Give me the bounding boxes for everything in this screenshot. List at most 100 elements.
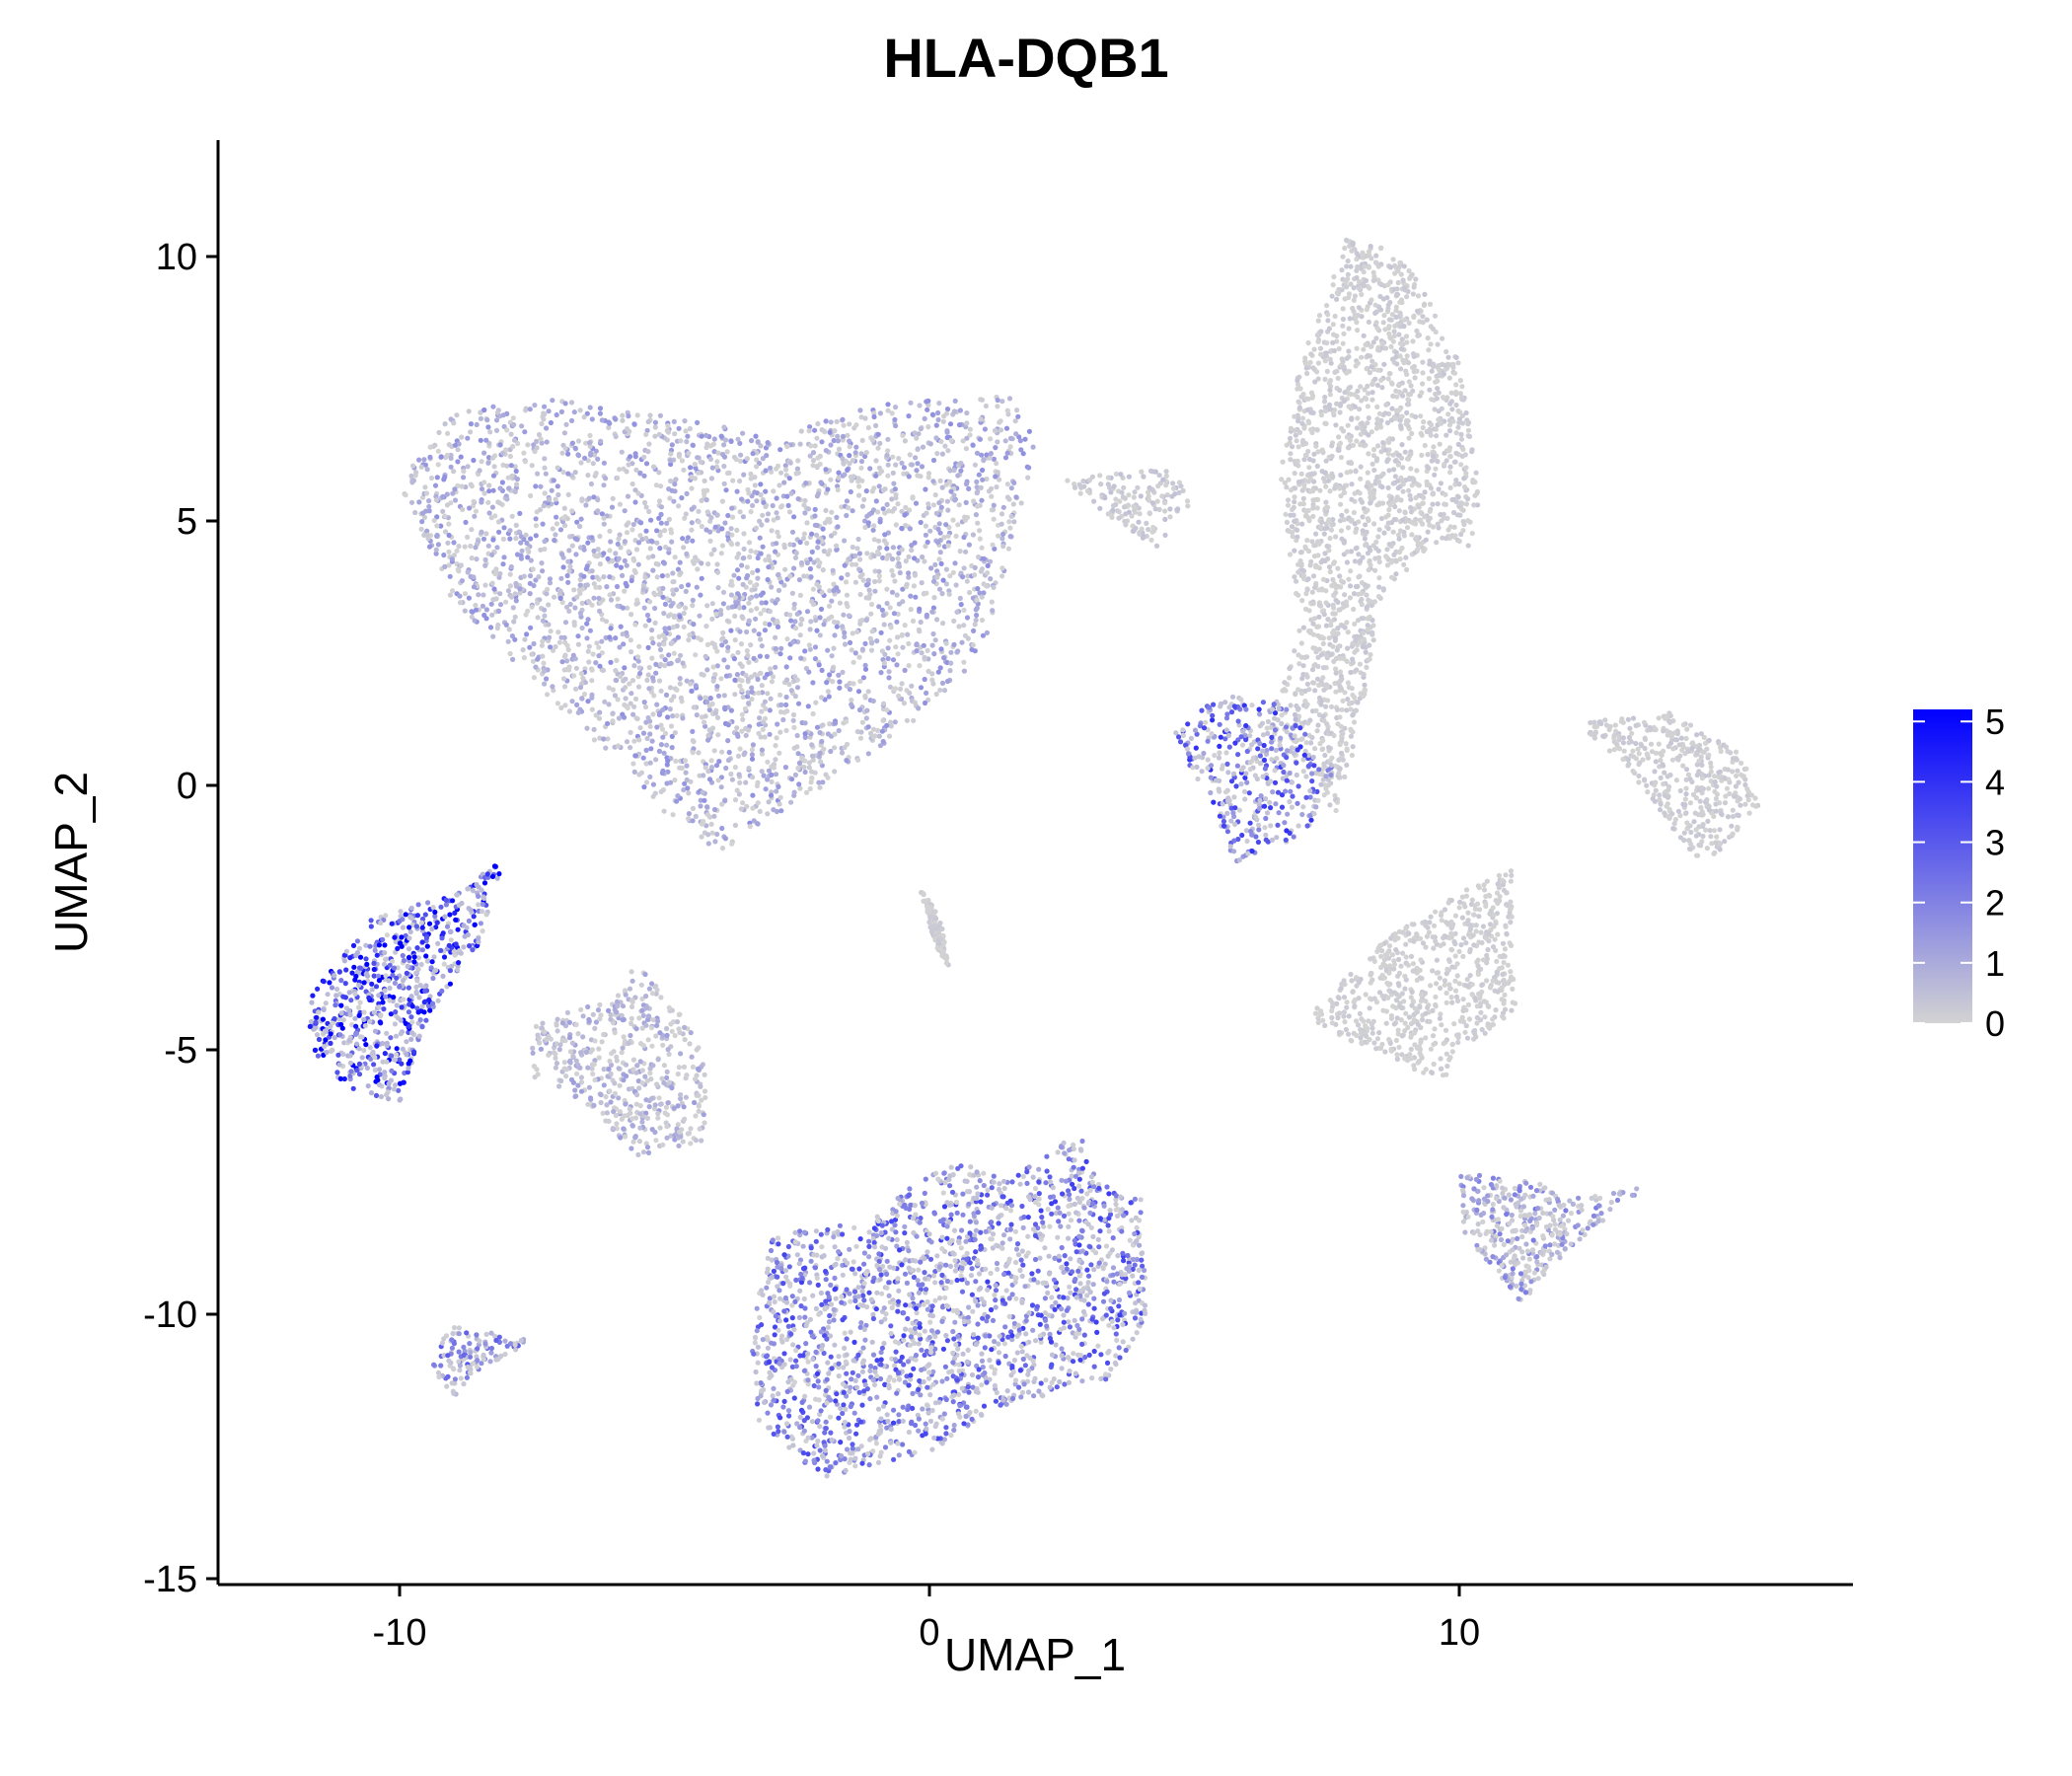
cell-point bbox=[984, 629, 991, 636]
cell-point bbox=[690, 750, 696, 756]
cell-point bbox=[1354, 251, 1360, 257]
cell-point bbox=[890, 572, 896, 578]
cell-point bbox=[959, 639, 965, 645]
cell-point bbox=[829, 509, 835, 515]
cell-point bbox=[740, 694, 746, 701]
cell-point bbox=[836, 672, 842, 678]
cell-point bbox=[711, 449, 717, 455]
cell-point bbox=[685, 785, 691, 791]
cell-point bbox=[650, 554, 656, 559]
cell-point bbox=[666, 516, 673, 523]
cell-point bbox=[794, 611, 800, 617]
cell-point bbox=[507, 453, 514, 460]
cell-point bbox=[825, 647, 831, 653]
cell-point bbox=[922, 558, 927, 564]
cell-point bbox=[1312, 746, 1318, 752]
cell-point bbox=[995, 404, 1000, 409]
cell-point bbox=[1413, 276, 1419, 282]
cell-point bbox=[569, 699, 575, 704]
cell-point bbox=[565, 579, 571, 585]
cell-point bbox=[1365, 352, 1370, 358]
cell-point bbox=[589, 535, 595, 541]
cell-point bbox=[1339, 687, 1345, 693]
cell-point bbox=[804, 559, 810, 566]
cell-point bbox=[809, 776, 815, 781]
cell-point bbox=[569, 543, 575, 549]
cell-point bbox=[615, 603, 621, 609]
cell-point bbox=[1305, 515, 1311, 521]
cell-point bbox=[1149, 529, 1155, 535]
cell-point bbox=[438, 523, 444, 529]
cell-point bbox=[527, 407, 533, 412]
cell-point bbox=[944, 429, 950, 435]
cell-point bbox=[957, 407, 964, 413]
cell-point bbox=[695, 419, 701, 425]
cell-point bbox=[705, 737, 711, 743]
cell-point bbox=[618, 674, 624, 680]
cell-point bbox=[758, 551, 764, 556]
cell-point bbox=[1353, 546, 1359, 552]
cell-point bbox=[514, 552, 521, 557]
cell-point bbox=[759, 769, 765, 775]
cell-point bbox=[1379, 385, 1385, 391]
cell-point bbox=[448, 464, 454, 470]
cell-point bbox=[479, 459, 484, 465]
cell-point bbox=[1314, 728, 1320, 734]
cell-point bbox=[795, 751, 801, 757]
cell-point bbox=[966, 485, 972, 491]
cell-point bbox=[878, 629, 884, 635]
cell-point bbox=[1397, 340, 1403, 346]
cell-point bbox=[483, 531, 489, 537]
cell-point bbox=[967, 426, 974, 432]
cell-point bbox=[587, 405, 593, 410]
cell-point bbox=[671, 694, 677, 700]
cell-point bbox=[728, 592, 735, 598]
cell-point bbox=[441, 552, 447, 558]
cell-point bbox=[603, 619, 610, 625]
cell-point bbox=[1321, 531, 1327, 537]
cell-point bbox=[1336, 771, 1342, 777]
cell-point bbox=[832, 720, 839, 726]
cell-point bbox=[887, 637, 893, 643]
cell-point bbox=[455, 447, 461, 453]
cell-point bbox=[1420, 381, 1426, 387]
cell-point bbox=[489, 455, 496, 461]
cell-point bbox=[1406, 435, 1412, 441]
cell-point bbox=[634, 597, 640, 603]
cell-point bbox=[1406, 487, 1412, 493]
cell-point bbox=[1292, 574, 1297, 580]
cell-point bbox=[490, 537, 496, 543]
cell-point bbox=[540, 413, 546, 419]
cell-point bbox=[901, 701, 908, 706]
cell-point bbox=[844, 592, 851, 598]
cell-point bbox=[1361, 671, 1367, 678]
cell-point bbox=[699, 834, 704, 840]
cell-point bbox=[1391, 516, 1397, 523]
cell-point bbox=[567, 601, 573, 608]
cell-point bbox=[729, 777, 736, 782]
cell-point bbox=[1460, 518, 1466, 525]
cell-point bbox=[618, 545, 624, 551]
cell-point bbox=[1343, 741, 1349, 747]
cell-point bbox=[1321, 612, 1327, 618]
cell-point bbox=[1354, 647, 1360, 653]
cell-point bbox=[1366, 451, 1371, 457]
cell-point bbox=[884, 546, 890, 552]
cell-point bbox=[1318, 412, 1324, 418]
cell-point bbox=[683, 770, 689, 776]
cell-point bbox=[798, 428, 804, 434]
cell-point bbox=[1337, 573, 1343, 579]
cell-point bbox=[778, 645, 784, 651]
cell-point bbox=[630, 761, 636, 767]
cell-point bbox=[1287, 552, 1294, 557]
cell-point bbox=[925, 647, 930, 654]
cell-point bbox=[504, 427, 510, 433]
cell-point bbox=[535, 615, 541, 621]
cell-point bbox=[647, 723, 653, 729]
cell-point bbox=[767, 731, 773, 737]
cell-point bbox=[810, 710, 816, 717]
cell-point bbox=[750, 805, 756, 811]
cell-point bbox=[590, 461, 596, 467]
cell-point bbox=[771, 807, 777, 813]
cell-point bbox=[1345, 645, 1351, 651]
